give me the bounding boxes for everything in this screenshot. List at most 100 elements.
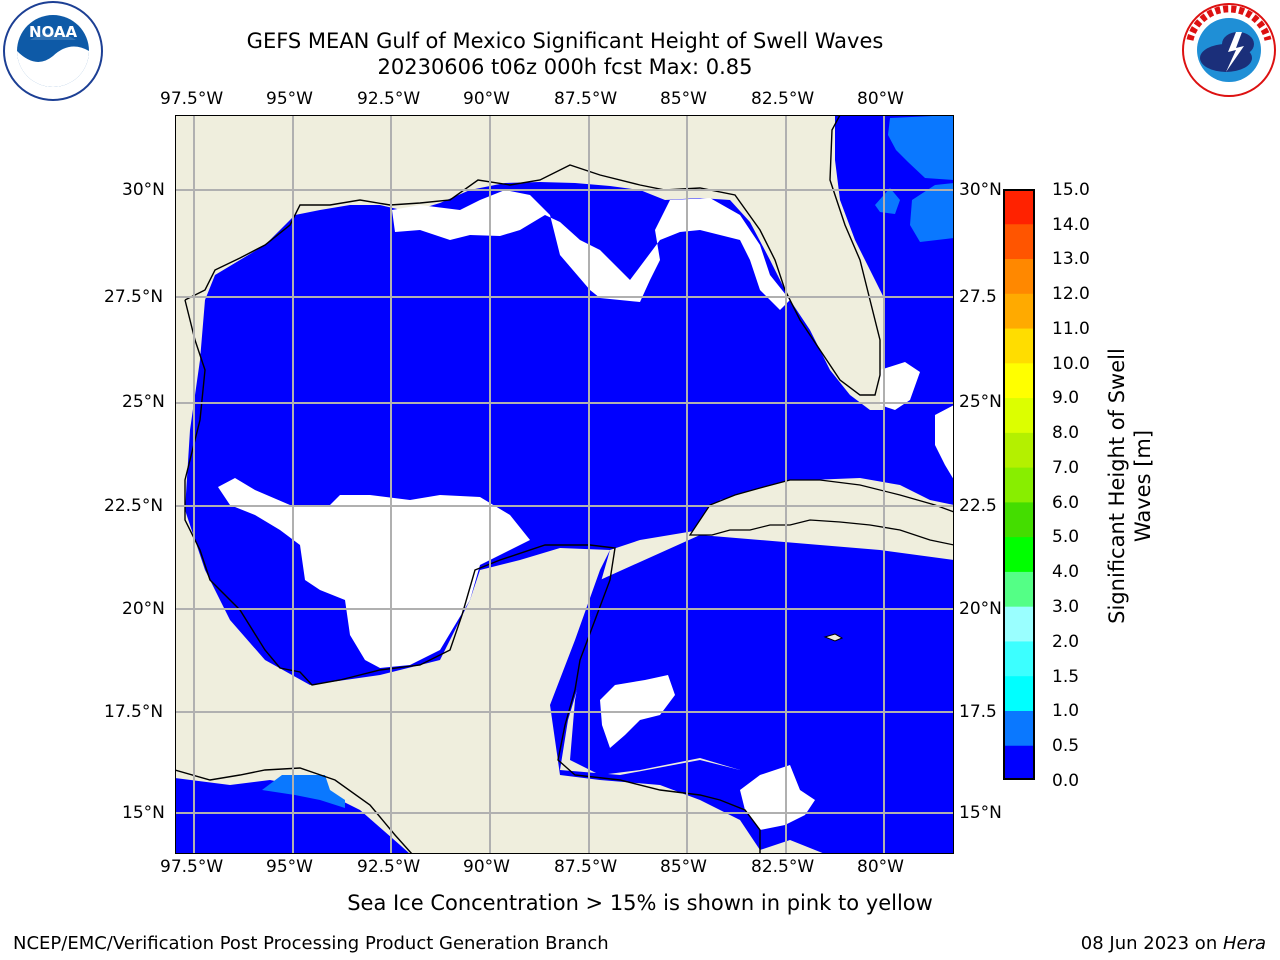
lon-tick-bottom: 92.5°W (357, 857, 421, 877)
lat-tick-left: 22.5°N (104, 496, 164, 516)
colorbar-tick: 4.0 (1052, 562, 1080, 582)
footer-credit: NCEP/EMC/Verification Post Processing Pr… (13, 933, 609, 954)
colorbar-segment (1003, 745, 1035, 781)
swell-patch-atlantic-mid (910, 183, 954, 242)
colorbar-tick: 12.0 (1052, 284, 1090, 304)
lat-tick-left: 15°N (122, 803, 165, 823)
lon-tick-bottom: 87.5°W (554, 857, 618, 877)
lon-tick-top: 80°W (857, 89, 904, 109)
coastline-mexico (184, 299, 761, 854)
footer-host: Hera (1222, 933, 1266, 954)
colorbar-svg (1003, 189, 1035, 781)
colorbar-segment (1003, 258, 1035, 294)
swell-patch-atlantic-north (888, 115, 954, 180)
colorbar-tick: 1.0 (1052, 701, 1080, 721)
lon-tick-bottom: 82.5°W (751, 857, 815, 877)
colorbar-segment (1003, 223, 1035, 260)
lat-tick-left: 30°N (122, 180, 165, 200)
colorbar-frame (1003, 189, 1035, 780)
lat-tick-right: 20°N (959, 599, 1002, 619)
lat-tick-left: 27.5°N (104, 287, 164, 307)
lon-tick-top: 90°W (463, 89, 510, 109)
lon-tick-bottom: 80°W (857, 857, 904, 877)
lon-tick-top: 97.5°W (160, 89, 224, 109)
colorbar-tick: 0.0 (1052, 771, 1080, 791)
colorbar (1003, 189, 1035, 781)
colorbar-segment (1003, 467, 1035, 503)
lon-tick-bottom: 85°W (660, 857, 707, 877)
colorbar-tick: 9.0 (1052, 388, 1080, 408)
colorbar-segment (1003, 328, 1035, 364)
caribbean-ocean (570, 535, 954, 854)
colorbar-segment (1003, 397, 1035, 433)
sea-ice-note: Sea Ice Concentration > 15% is shown in … (347, 891, 933, 915)
colorbar-tick: 13.0 (1052, 249, 1090, 269)
lon-tick-bottom: 97.5°W (160, 857, 224, 877)
lat-tick-right: 27.5 (959, 287, 997, 307)
colorbar-segment (1003, 536, 1035, 572)
colorbar-tick: 8.0 (1052, 423, 1080, 443)
lat-tick-right: 25°N (959, 392, 1002, 412)
lon-tick-top: 92.5°W (357, 89, 421, 109)
lon-tick-top: 87.5°W (554, 89, 618, 109)
noaa-logo-text: NOAA (29, 23, 78, 41)
lat-tick-right: 30°N (959, 180, 1002, 200)
lon-tick-top: 95°W (266, 89, 313, 109)
chart-title: GEFS MEAN Gulf of Mexico Significant Hei… (246, 29, 884, 53)
colorbar-segment (1003, 432, 1035, 468)
colorbar-tick: 0.5 (1052, 736, 1080, 756)
lon-tick-bottom: 95°W (266, 857, 313, 877)
colorbar-segment (1003, 571, 1035, 607)
no-data-bahamas (935, 405, 954, 480)
colorbar-segment (1003, 362, 1035, 399)
colorbar-segment (1003, 606, 1035, 642)
colorbar-tick: 14.0 (1052, 215, 1090, 235)
colorbar-tick: 3.0 (1052, 597, 1080, 617)
swell-patch-pacific (262, 775, 345, 808)
lon-tick-top: 82.5°W (751, 89, 815, 109)
colorbar-tick: 10.0 (1052, 354, 1090, 374)
no-data-north-gulf (392, 190, 790, 310)
noaa-logo: NOAA (0, 0, 106, 106)
colorbar-tick: 11.0 (1052, 319, 1090, 339)
lat-tick-right: 15°N (959, 803, 1002, 823)
colorbar-segment (1003, 710, 1035, 746)
colorbar-label: Significant Height of Swell Waves [m] (1104, 336, 1156, 636)
colorbar-tick: 5.0 (1052, 527, 1080, 547)
lon-tick-bottom: 90°W (463, 857, 510, 877)
graticule (175, 115, 954, 854)
colorbar-label-line1: Significant Height of Swell (1105, 348, 1129, 624)
colorbar-tick: 15.0 (1052, 180, 1090, 200)
map-panel (174, 114, 955, 855)
cuba-island (688, 479, 954, 546)
footer-date: 08 Jun 2023 on Hera (1081, 933, 1266, 954)
footer-date-text: 08 Jun 2023 on (1080, 933, 1223, 954)
colorbar-tick: 7.0 (1052, 458, 1080, 478)
lat-tick-left: 25°N (122, 392, 165, 412)
swell-patch-atlantic-small (875, 188, 900, 214)
colorbar-label-line2: Waves [m] (1131, 429, 1155, 543)
no-data-florida-keys (880, 362, 920, 410)
colorbar-tick: 6.0 (1052, 493, 1080, 513)
colorbar-segment (1003, 640, 1035, 677)
lat-tick-right: 22.5 (959, 496, 997, 516)
noaa-logo-graphic: NOAA (3, 1, 103, 101)
lat-tick-left: 17.5°N (104, 702, 164, 722)
colorbar-segment (1003, 501, 1035, 538)
jamaica-island (823, 633, 844, 642)
gulf-ocean (185, 182, 954, 854)
no-data-central-gulf (218, 478, 530, 668)
colorbar-tick: 1.5 (1052, 667, 1080, 687)
lon-tick-top: 85°W (660, 89, 707, 109)
lat-tick-right: 17.5 (959, 702, 997, 722)
colorbar-segment (1003, 189, 1035, 225)
chart-subtitle: 20230606 t06z 000h fcst Max: 0.85 (377, 55, 753, 79)
nws-logo-graphic (1182, 3, 1276, 97)
colorbar-segment (1003, 675, 1035, 711)
nws-logo (1178, 0, 1280, 100)
colorbar-tick: 2.0 (1052, 632, 1080, 652)
lat-tick-left: 20°N (122, 599, 165, 619)
colorbar-segment (1003, 293, 1035, 329)
map-svg (174, 114, 955, 855)
coastline-pacific (175, 767, 413, 854)
